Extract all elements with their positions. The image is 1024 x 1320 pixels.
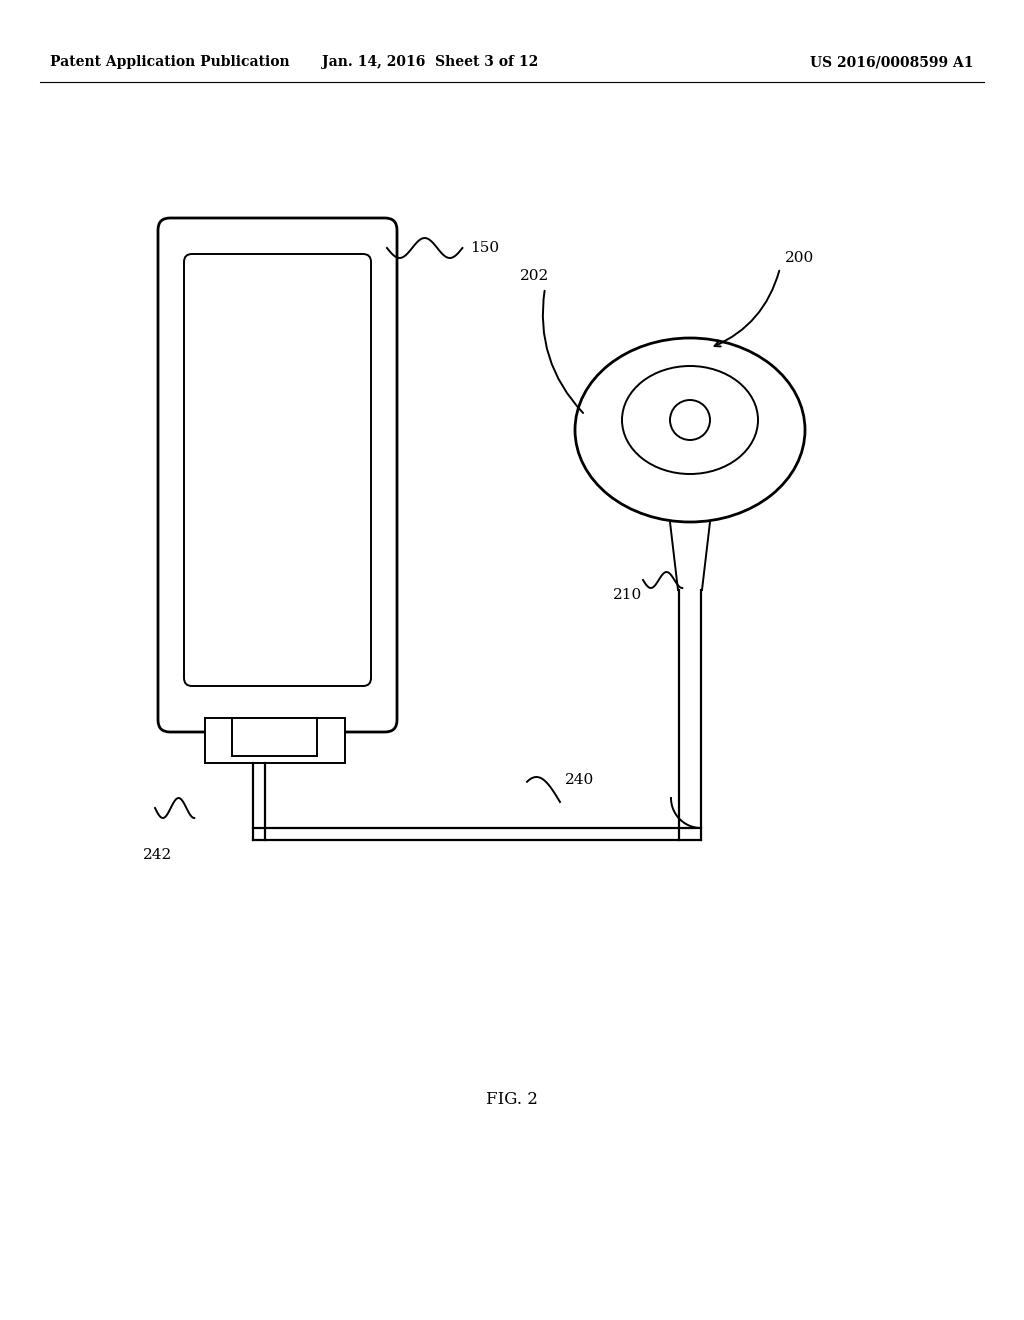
Text: 210: 210	[613, 587, 642, 602]
Ellipse shape	[622, 366, 758, 474]
Circle shape	[670, 400, 710, 440]
Text: US 2016/0008599 A1: US 2016/0008599 A1	[811, 55, 974, 69]
Text: Jan. 14, 2016  Sheet 3 of 12: Jan. 14, 2016 Sheet 3 of 12	[322, 55, 539, 69]
Bar	[232, 718, 317, 756]
Text: 242: 242	[143, 847, 172, 862]
Text: 202: 202	[520, 269, 549, 282]
Text: FIG. 2: FIG. 2	[486, 1092, 538, 1109]
Text: 200: 200	[785, 251, 814, 265]
Text: 150: 150	[470, 242, 500, 255]
Bar	[205, 718, 345, 763]
FancyBboxPatch shape	[184, 253, 371, 686]
Text: Patent Application Publication: Patent Application Publication	[50, 55, 290, 69]
Ellipse shape	[575, 338, 805, 521]
FancyBboxPatch shape	[158, 218, 397, 733]
Text: 240: 240	[565, 774, 594, 787]
